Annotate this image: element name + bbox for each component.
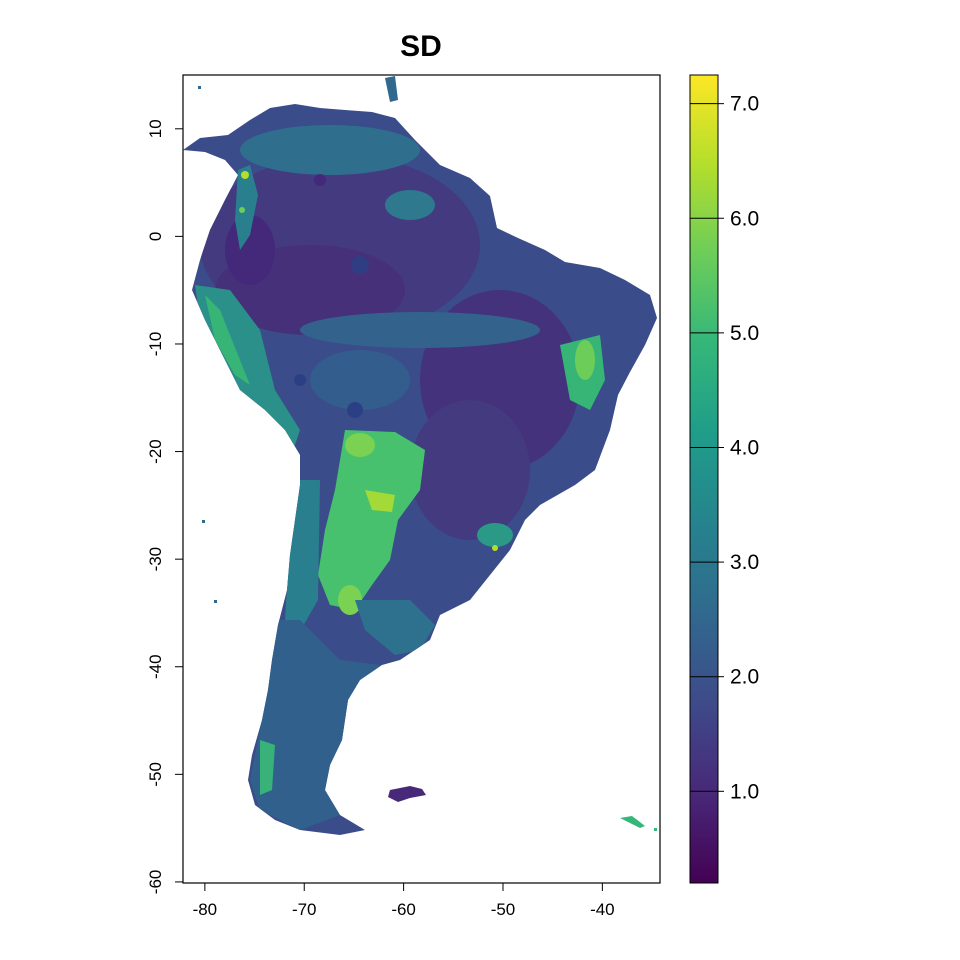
y-tick-label: -20 [146, 439, 165, 464]
map-title: SD [400, 30, 442, 63]
legend-tick-label: 3.0 [730, 551, 759, 574]
x-axis: -80 -70 -60 -50 -40 [193, 882, 615, 919]
y-tick-label: -40 [146, 654, 165, 679]
y-tick-label: -60 [146, 870, 165, 895]
x-tick-label: -40 [590, 900, 615, 919]
y-tick-label: 0 [146, 232, 165, 241]
x-tick-label: -80 [193, 900, 218, 919]
y-tick-label: 10 [146, 119, 165, 138]
legend-tick-label: 6.0 [730, 207, 759, 230]
legend-ticks: 1.0 2.0 3.0 4.0 5.0 6.0 7.0 [690, 93, 759, 803]
legend-tick-label: 5.0 [730, 322, 759, 345]
legend-tick-label: 1.0 [730, 780, 759, 803]
x-tick-label: -50 [491, 900, 516, 919]
y-tick-label: -10 [146, 332, 165, 357]
x-tick-label: -60 [391, 900, 416, 919]
x-tick-label: -70 [292, 900, 317, 919]
raster-map [183, 76, 657, 835]
color-legend: 1.0 2.0 3.0 4.0 5.0 6.0 7.0 [689, 74, 759, 884]
legend-tick-label: 2.0 [730, 666, 759, 689]
y-axis: 10 0 -10 -20 -30 -40 -50 -60 [146, 119, 184, 895]
y-tick-label: -50 [146, 762, 165, 787]
legend-tick-label: 4.0 [730, 436, 759, 459]
y-tick-label: -30 [146, 547, 165, 572]
legend-colorbar [689, 74, 719, 884]
legend-tick-label: 7.0 [730, 93, 759, 116]
